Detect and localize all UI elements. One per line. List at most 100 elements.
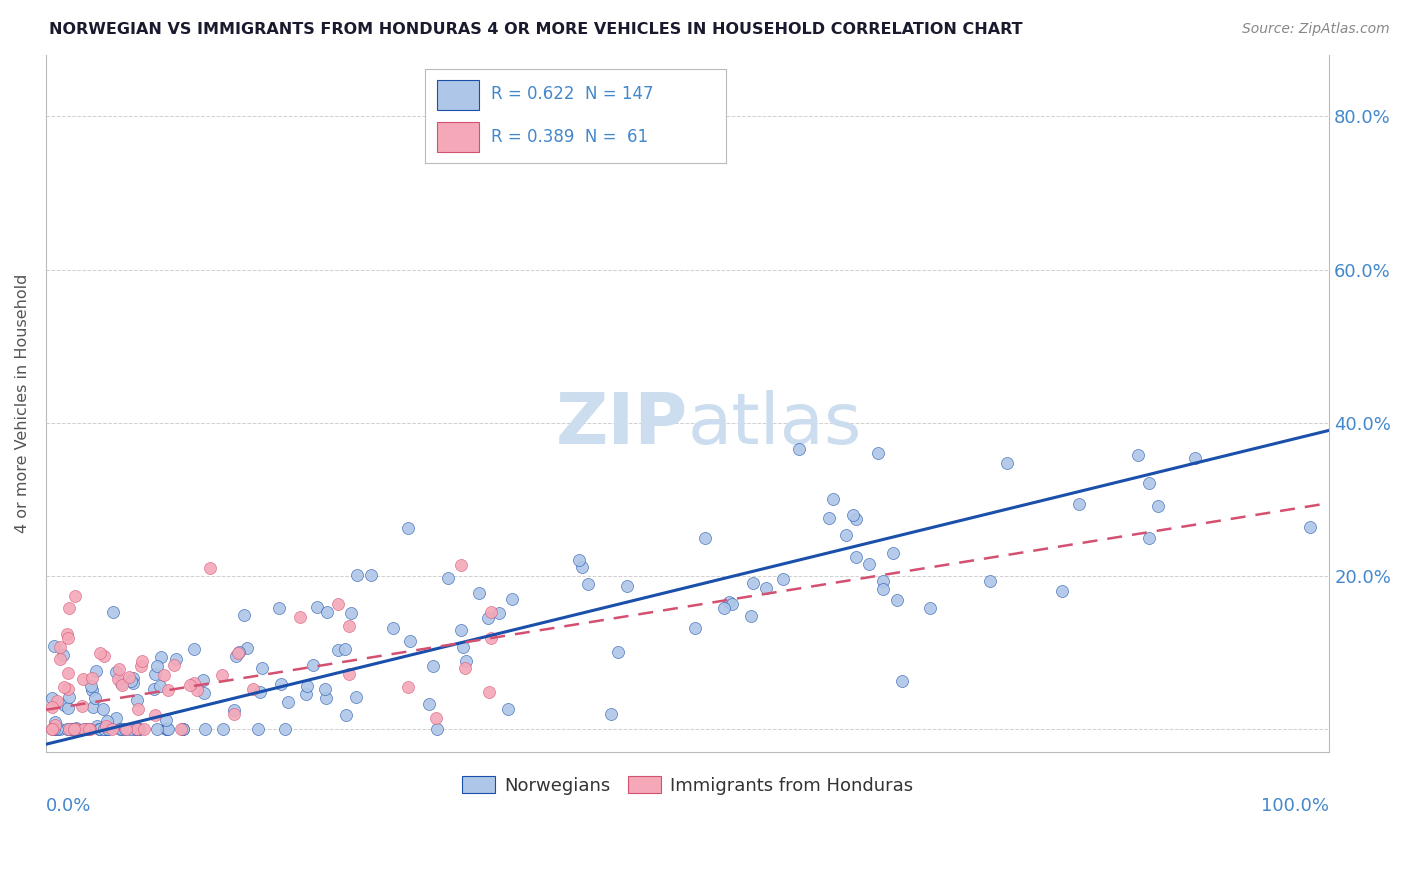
Point <box>886 592 908 607</box>
Point <box>823 492 845 507</box>
Point <box>488 606 510 620</box>
Point <box>58 600 80 615</box>
Point <box>58 722 80 736</box>
Point <box>315 605 337 619</box>
Point <box>65 722 87 736</box>
Point <box>1299 519 1322 533</box>
Point <box>101 605 124 619</box>
Point <box>772 572 794 586</box>
Point <box>249 685 271 699</box>
Point <box>1147 500 1170 514</box>
Point <box>693 531 716 545</box>
Point <box>49 640 72 654</box>
Point <box>143 708 166 723</box>
Point <box>607 645 630 659</box>
Point <box>77 722 100 736</box>
Point <box>107 672 129 686</box>
Point <box>232 607 254 622</box>
Point <box>114 722 136 736</box>
Point <box>307 600 329 615</box>
Point <box>425 711 447 725</box>
Text: 100.0%: 100.0% <box>1261 797 1329 815</box>
Point <box>56 627 79 641</box>
Point <box>344 690 367 705</box>
Point <box>82 700 104 714</box>
Point <box>72 698 94 713</box>
Point <box>56 666 79 681</box>
Point <box>86 719 108 733</box>
Point <box>73 722 96 736</box>
Point <box>228 645 250 659</box>
Point <box>211 668 233 682</box>
Text: NORWEGIAN VS IMMIGRANTS FROM HONDURAS 4 OR MORE VEHICLES IN HOUSEHOLD CORRELATIO: NORWEGIAN VS IMMIGRANTS FROM HONDURAS 4 … <box>49 22 1022 37</box>
Point <box>436 571 458 585</box>
Text: 0.0%: 0.0% <box>46 797 91 815</box>
Point <box>172 722 194 736</box>
Point <box>44 718 66 732</box>
Point <box>56 631 79 645</box>
Point <box>501 592 523 607</box>
Point <box>381 621 404 635</box>
Point <box>149 649 172 664</box>
Point <box>328 642 350 657</box>
Point <box>426 722 449 736</box>
Point <box>93 722 115 736</box>
Point <box>450 558 472 572</box>
Point <box>56 722 79 736</box>
Point <box>93 648 115 663</box>
Point <box>979 574 1001 588</box>
Point <box>149 679 172 693</box>
Point <box>146 722 169 736</box>
Point <box>295 687 318 701</box>
Point <box>80 680 103 694</box>
Point <box>193 686 215 700</box>
Point <box>314 682 336 697</box>
Point <box>63 589 86 603</box>
Point <box>1126 448 1149 462</box>
Point <box>997 456 1019 470</box>
Point <box>270 677 292 691</box>
Point <box>288 609 311 624</box>
Point <box>89 722 111 736</box>
Point <box>163 658 186 673</box>
Point <box>45 722 67 736</box>
Point <box>398 633 420 648</box>
Point <box>80 671 103 685</box>
Point <box>96 722 118 736</box>
Point <box>212 722 235 736</box>
Point <box>153 667 176 681</box>
Point <box>194 722 217 736</box>
Point <box>198 560 221 574</box>
Point <box>117 670 139 684</box>
Point <box>111 678 134 692</box>
Point <box>143 666 166 681</box>
Text: atlas: atlas <box>688 390 862 458</box>
Point <box>1137 531 1160 545</box>
Point <box>339 607 361 621</box>
Point <box>337 619 360 633</box>
Point <box>143 681 166 696</box>
Point <box>454 661 477 675</box>
Point <box>155 713 177 727</box>
Point <box>129 659 152 673</box>
Point <box>41 722 63 736</box>
Point <box>89 722 111 736</box>
Point <box>576 577 599 591</box>
Legend: Norwegians, Immigrants from Honduras: Norwegians, Immigrants from Honduras <box>456 769 920 802</box>
Point <box>120 674 142 689</box>
Text: ZIP: ZIP <box>555 390 688 458</box>
Point <box>41 699 63 714</box>
Point <box>450 623 472 637</box>
Point <box>131 654 153 668</box>
Point <box>72 672 94 686</box>
Point <box>65 721 87 735</box>
Point <box>326 597 349 611</box>
Point <box>115 722 138 736</box>
Point <box>713 600 735 615</box>
Point <box>396 681 419 695</box>
Point <box>122 676 145 690</box>
Point <box>250 661 273 675</box>
Point <box>97 722 120 736</box>
Point <box>845 512 868 526</box>
Point <box>56 682 79 697</box>
